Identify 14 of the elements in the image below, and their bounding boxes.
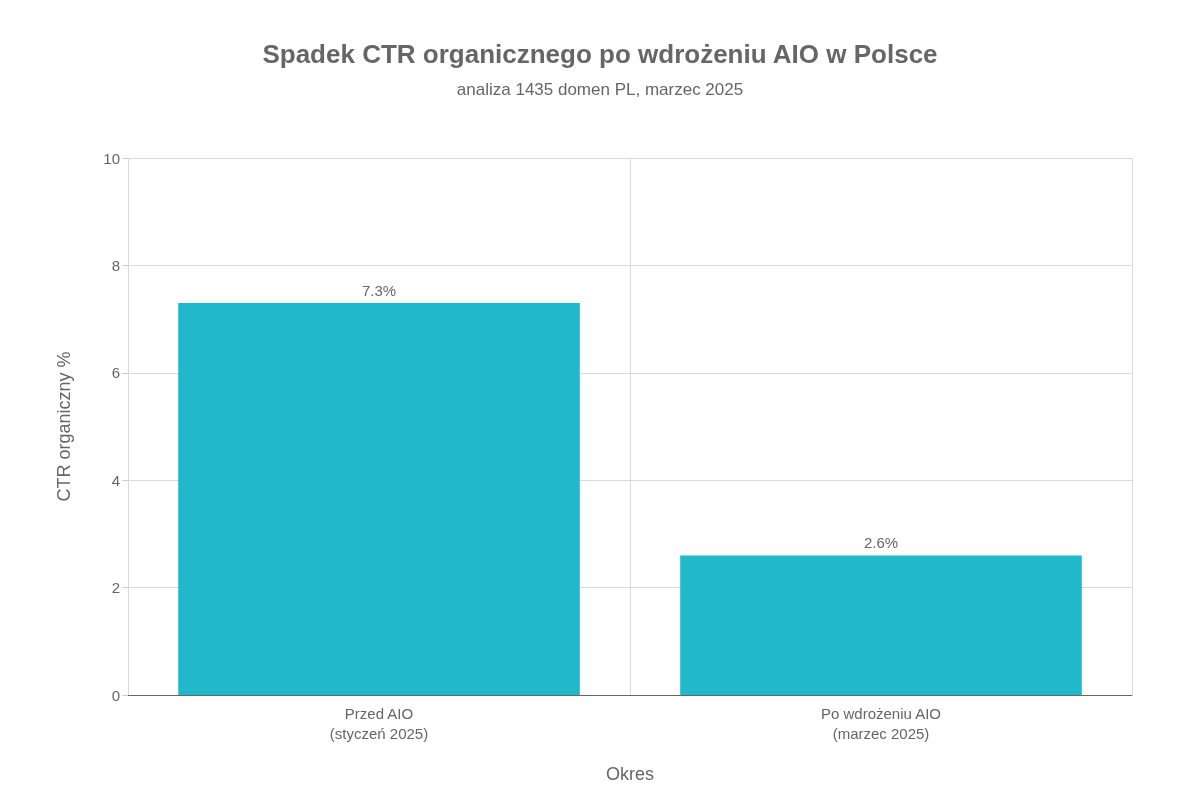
x-axis-title: Okres <box>605 764 655 784</box>
y-tick-label: 8 <box>111 256 120 274</box>
data-label: 7.3% <box>361 281 397 299</box>
y-tick-label: 0 <box>111 686 120 704</box>
y-tick-label: 6 <box>111 364 120 382</box>
chart-subtitle: analiza 1435 domen PL, marzec 2025 <box>456 80 744 99</box>
x-tick-label: Przed AIO (styczeń 2025) <box>329 704 429 742</box>
y-tick-label: 10 <box>103 149 120 167</box>
y-tick-label: 2 <box>111 579 120 597</box>
y-tick-label: 4 <box>111 471 120 489</box>
chart-title: Spadek CTR organicznego po wdrożeniu AIO w Polsce <box>262 39 938 69</box>
y-axis-title: CTR organiczny % <box>54 351 74 502</box>
data-label: 2.6% <box>863 534 899 552</box>
x-tick-label: Po wdrożeniu AIO (marzec 2025) <box>820 704 942 742</box>
